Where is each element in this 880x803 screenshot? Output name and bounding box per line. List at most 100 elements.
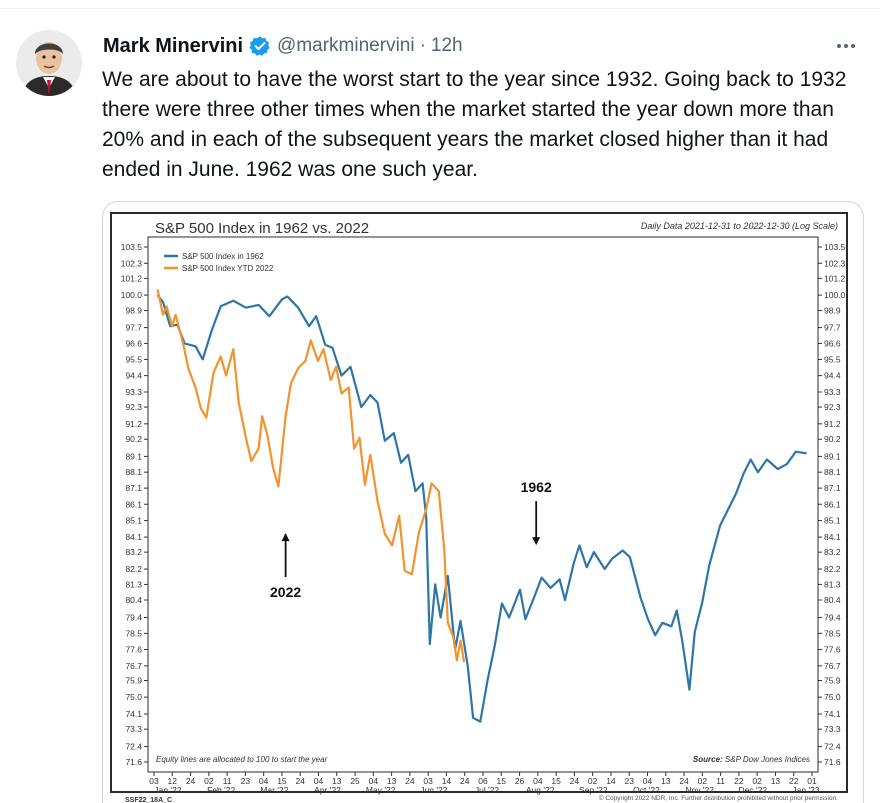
x-tick-label: 15: [551, 776, 561, 786]
x-tick-label: 03: [423, 776, 433, 786]
x-tick-label: 04: [533, 776, 543, 786]
y-tick-label-left: 103.5: [121, 242, 143, 252]
x-month-label: Feb '22: [207, 785, 235, 795]
y-tick-label-right: 103.5: [824, 242, 846, 252]
header-separator: ·: [419, 35, 426, 56]
y-tick-label-right: 80.4: [824, 595, 841, 605]
x-tick-label: 11: [716, 776, 725, 786]
y-tick-label-left: 77.6: [125, 645, 142, 655]
y-tick-label-left: 83.2: [125, 547, 142, 557]
y-tick-label-right: 81.3: [824, 579, 841, 589]
chart-image: S&P 500 Index in 1962 vs. 2022 Daily Data…: [110, 212, 848, 803]
y-tick-label-left: 89.1: [125, 451, 142, 461]
timeline-divider: [0, 8, 880, 9]
x-tick-label: 14: [442, 776, 452, 786]
x-tick-label: 13: [661, 776, 671, 786]
y-tick-label-left: 72.4: [125, 741, 142, 751]
x-tick-label: 03: [149, 776, 159, 786]
chart-subtitle: Daily Data 2021-12-31 to 2022-12-30 (Log…: [641, 221, 838, 231]
y-tick-label-left: 87.1: [125, 483, 142, 493]
legend-label: S&P 500 Index in 1962: [182, 252, 264, 261]
tweet-text: We are about to have the worst start to …: [102, 68, 847, 181]
x-month-label: Sep '22: [579, 785, 608, 795]
y-tick-label-right: 98.9: [824, 306, 841, 316]
y-tick-label-right: 95.5: [824, 354, 841, 364]
y-tick-label-left: 73.3: [125, 724, 142, 734]
y-tick-label-right: 96.6: [824, 338, 841, 348]
chart-copyright: © Copyright 2022 NDR, Inc. Further distr…: [599, 794, 838, 802]
y-tick-label-right: 97.7: [824, 323, 841, 333]
chart-source: Source: S&P Dow Jones Indices: [693, 755, 810, 764]
more-options-icon[interactable]: [832, 36, 860, 56]
x-month-label: Oct '22: [633, 785, 660, 795]
x-tick-label: 02: [752, 776, 762, 786]
y-tick-label-right: 75.0: [824, 692, 841, 702]
x-tick-label: 13: [771, 776, 781, 786]
y-tick-label-left: 92.3: [125, 402, 142, 412]
annotation-label: 2022: [270, 584, 301, 600]
y-tick-label-right: 71.6: [824, 757, 841, 767]
y-tick-label-left: 91.2: [125, 419, 142, 429]
x-tick-label: 22: [789, 776, 799, 786]
y-tick-label-left: 96.6: [125, 338, 142, 348]
y-tick-label-left: 81.3: [125, 579, 142, 589]
y-tick-label-right: 100.0: [824, 290, 846, 300]
y-tick-label-right: 90.2: [824, 434, 841, 444]
x-tick-label: 24: [295, 776, 305, 786]
x-tick-label: 13: [387, 776, 397, 786]
more-dot: [851, 44, 855, 48]
x-tick-label: 04: [643, 776, 653, 786]
y-tick-label-left: 78.5: [125, 628, 142, 638]
x-tick-label: 25: [350, 776, 360, 786]
author-name[interactable]: Mark Minervini: [103, 34, 244, 57]
x-month-label: Jun '22: [420, 785, 447, 795]
x-tick-label: 23: [624, 776, 634, 786]
y-tick-label-left: 98.9: [125, 306, 142, 316]
y-tick-label-left: 102.3: [121, 258, 143, 268]
y-tick-label-left: 88.1: [125, 467, 142, 477]
y-tick-label-right: 86.1: [824, 499, 841, 509]
x-tick-label: 24: [679, 776, 689, 786]
y-tick-label-left: 95.5: [125, 354, 142, 364]
annotation-arrowhead: [532, 537, 541, 546]
annotation-label: 1962: [521, 479, 552, 495]
x-tick-label: 02: [588, 776, 598, 786]
author-avatar[interactable]: [16, 30, 82, 96]
y-tick-label-left: 76.7: [125, 661, 142, 671]
chart-title: S&P 500 Index in 1962 vs. 2022: [155, 220, 369, 237]
x-tick-label: 24: [570, 776, 580, 786]
avatar-image: [16, 30, 82, 96]
tweet-media[interactable]: S&P 500 Index in 1962 vs. 2022 Daily Data…: [102, 201, 864, 803]
x-tick-label: 13: [332, 776, 342, 786]
y-tick-label-right: 83.2: [824, 547, 841, 557]
y-tick-label-right: 78.5: [824, 628, 841, 638]
author-handle[interactable]: @markminervini: [277, 35, 415, 56]
y-tick-label-right: 75.9: [824, 675, 841, 685]
y-tick-label-right: 92.3: [824, 402, 841, 412]
legend-label: S&P 500 Index YTD 2022: [182, 264, 274, 273]
x-tick-label: 01: [807, 776, 817, 786]
y-tick-label-right: 82.2: [824, 564, 841, 574]
x-month-label: Mar '22: [260, 785, 288, 795]
annotation-arrowhead: [281, 533, 290, 542]
x-month-label: Jul '22: [475, 785, 500, 795]
y-tick-label-left: 85.1: [125, 516, 142, 526]
y-tick-label-right: 77.6: [824, 645, 841, 655]
y-tick-label-right: 102.3: [824, 258, 846, 268]
y-tick-label-right: 88.1: [824, 467, 841, 477]
x-month-label: Jan '22: [154, 785, 181, 795]
chart-code: SSF22_18A_C: [125, 797, 172, 803]
x-tick-label: 02: [698, 776, 708, 786]
y-tick-label-right: 72.4: [824, 741, 841, 751]
y-tick-label-left: 101.2: [121, 273, 143, 283]
x-month-label: Apr '22: [314, 785, 341, 795]
x-tick-label: 14: [606, 776, 616, 786]
x-tick-label: 24: [186, 776, 196, 786]
y-tick-label-left: 84.1: [125, 532, 142, 542]
tweet-timestamp[interactable]: 12h: [430, 35, 463, 56]
x-tick-label: 12: [168, 776, 178, 786]
x-tick-label: 02: [204, 776, 214, 786]
y-tick-label-right: 79.4: [824, 612, 841, 622]
y-tick-label-left: 75.0: [125, 692, 142, 702]
y-tick-label-right: 101.2: [824, 273, 846, 283]
